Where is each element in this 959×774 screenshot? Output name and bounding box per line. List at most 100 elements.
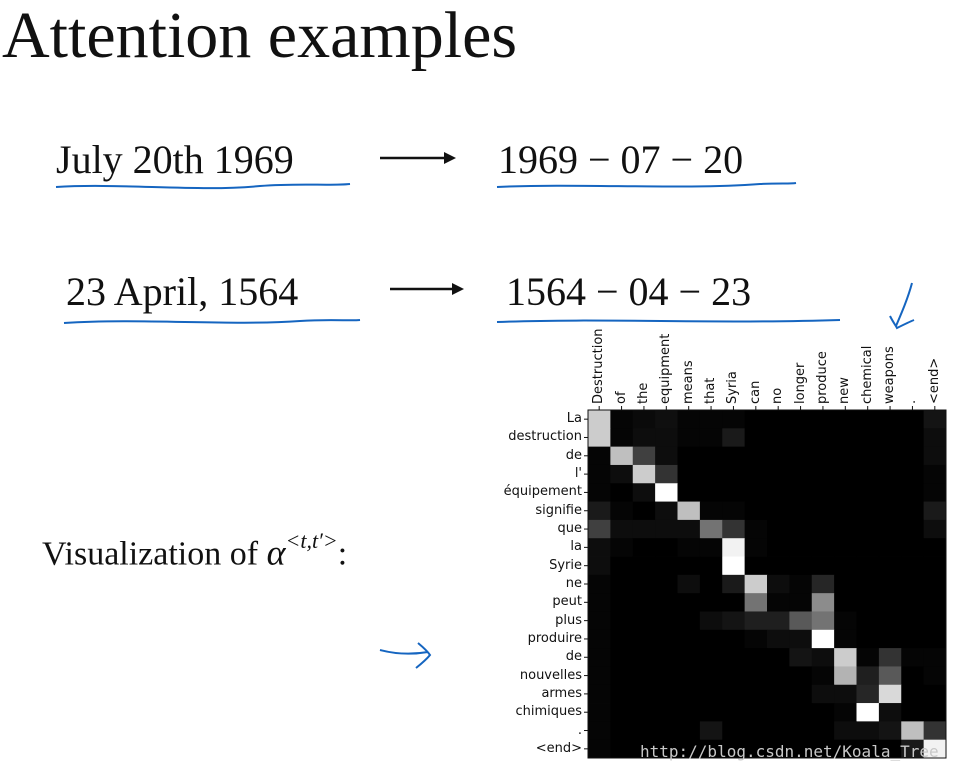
heatmap-cell xyxy=(722,611,746,631)
heatmap-cell xyxy=(834,684,857,704)
heatmap-cell xyxy=(856,629,880,649)
heatmap-cell xyxy=(655,666,678,686)
heatmap-cell xyxy=(767,519,790,539)
heatmap-x-label: that xyxy=(703,377,719,404)
heatmap-cell xyxy=(699,446,723,466)
heatmap-cell xyxy=(923,629,947,649)
heatmap-cell xyxy=(811,684,835,704)
heatmap-cell xyxy=(834,483,857,502)
heatmap-y-label: signifie xyxy=(535,502,582,518)
heatmap-cell xyxy=(677,611,701,631)
heatmap-cell xyxy=(811,519,835,539)
heatmap-y-label: la xyxy=(570,539,582,555)
heatmap-cell xyxy=(655,684,678,704)
heatmap-cell xyxy=(878,648,902,667)
heatmap-cell xyxy=(655,739,678,759)
heatmap-cell xyxy=(588,574,611,594)
heatmap-cell xyxy=(699,410,723,429)
heatmap-cell xyxy=(789,538,813,557)
heatmap-cell xyxy=(699,684,723,704)
underline-example-1-output xyxy=(496,182,797,188)
heatmap-y-label: ne xyxy=(565,576,582,591)
heatmap-cell xyxy=(677,703,701,722)
heatmap-cell xyxy=(811,666,835,686)
heatmap-cell xyxy=(923,739,947,759)
heatmap-cell xyxy=(901,593,925,612)
heatmap-cell xyxy=(878,574,902,594)
heatmap-x-label: Syria xyxy=(725,371,741,404)
heatmap-cell xyxy=(610,666,634,686)
heatmap-cell xyxy=(632,739,656,759)
heatmap-cell xyxy=(811,483,835,502)
heatmap-cell xyxy=(744,593,768,612)
heatmap-y-label: <end> xyxy=(535,740,582,756)
heatmap-x-label: equipment xyxy=(658,333,674,404)
heatmap-cell xyxy=(588,428,611,448)
heatmap-cell xyxy=(610,519,634,539)
heatmap-cell xyxy=(789,739,813,759)
heatmap-cell xyxy=(767,739,790,759)
heatmap-cell xyxy=(722,574,746,594)
heatmap-cell xyxy=(789,519,813,539)
heatmap-cell xyxy=(834,519,857,539)
heatmap-cell xyxy=(923,464,947,484)
heatmap-cell xyxy=(789,464,813,484)
heatmap-cell xyxy=(878,428,902,448)
heatmap-cell xyxy=(767,501,790,521)
heatmap-cell xyxy=(901,483,925,502)
heatmap-cell xyxy=(722,501,746,521)
heatmap-cell xyxy=(834,593,857,612)
heatmap-cell xyxy=(834,574,857,594)
heatmap-cell xyxy=(677,574,701,594)
heatmap-cell xyxy=(834,611,857,631)
heatmap-cell xyxy=(789,428,813,448)
heatmap-cell xyxy=(878,593,902,612)
heatmap-cell xyxy=(901,574,925,594)
heatmap-y-label: armes xyxy=(541,685,582,701)
heatmap-cell xyxy=(610,538,634,557)
heatmap-cell xyxy=(789,703,813,722)
heatmap-cell xyxy=(677,483,701,502)
heatmap-cell xyxy=(722,428,746,448)
heatmap-cell xyxy=(610,410,634,429)
heatmap-cell xyxy=(856,611,880,631)
heatmap-cell xyxy=(610,611,634,631)
heatmap-cell xyxy=(878,464,902,484)
heatmap-x-label: produce xyxy=(814,351,830,404)
heatmap-cell xyxy=(789,501,813,521)
example-1-output: 1969 − 07 − 20 xyxy=(498,137,744,182)
heatmap-y-label: de xyxy=(565,447,582,463)
heatmap-cell xyxy=(789,574,813,594)
heatmap-cell xyxy=(722,703,746,722)
heatmap-cell xyxy=(901,556,925,576)
heatmap-cell xyxy=(677,648,701,667)
heatmap-cell xyxy=(655,410,678,429)
heatmap-cell xyxy=(856,574,880,594)
heatmap-cell xyxy=(878,611,902,631)
heatmap-cell xyxy=(811,703,835,722)
heatmap-cell xyxy=(744,574,768,594)
heatmap-cell xyxy=(789,593,813,612)
heatmap-cell xyxy=(834,538,857,557)
heatmap-cell xyxy=(834,464,857,484)
heatmap-cell xyxy=(610,464,634,484)
heatmap-cell xyxy=(811,464,835,484)
heatmap-cell xyxy=(923,538,947,557)
heatmap-cell xyxy=(811,611,835,631)
heatmap-cell xyxy=(677,501,701,521)
right-arrow-mark-icon xyxy=(379,642,432,669)
heatmap-cell xyxy=(588,611,611,631)
heatmap-cell xyxy=(610,574,634,594)
heatmap-cell xyxy=(699,501,723,521)
heatmap-cell xyxy=(923,428,947,448)
heatmap-cell xyxy=(632,648,656,667)
heatmap-cell xyxy=(677,538,701,557)
heatmap-cell xyxy=(699,611,723,631)
heatmap-cell xyxy=(588,666,611,686)
heatmap-cell xyxy=(588,464,611,484)
heatmap-cell xyxy=(901,611,925,631)
heatmap-cell xyxy=(722,666,746,686)
underline-example-2-output xyxy=(496,319,841,323)
heatmap-cell xyxy=(722,519,746,539)
